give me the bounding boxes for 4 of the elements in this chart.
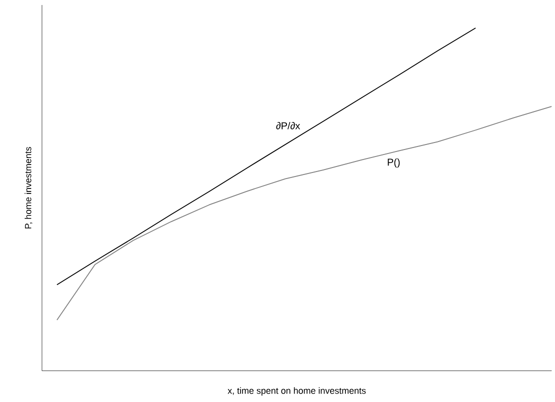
series-label: P(): [388, 158, 400, 168]
series-label: ∂P/∂x: [276, 122, 300, 130]
x-axis-title: x, time spent on home investments: [228, 387, 366, 396]
y-axis-title: P, home investments: [24, 147, 32, 229]
